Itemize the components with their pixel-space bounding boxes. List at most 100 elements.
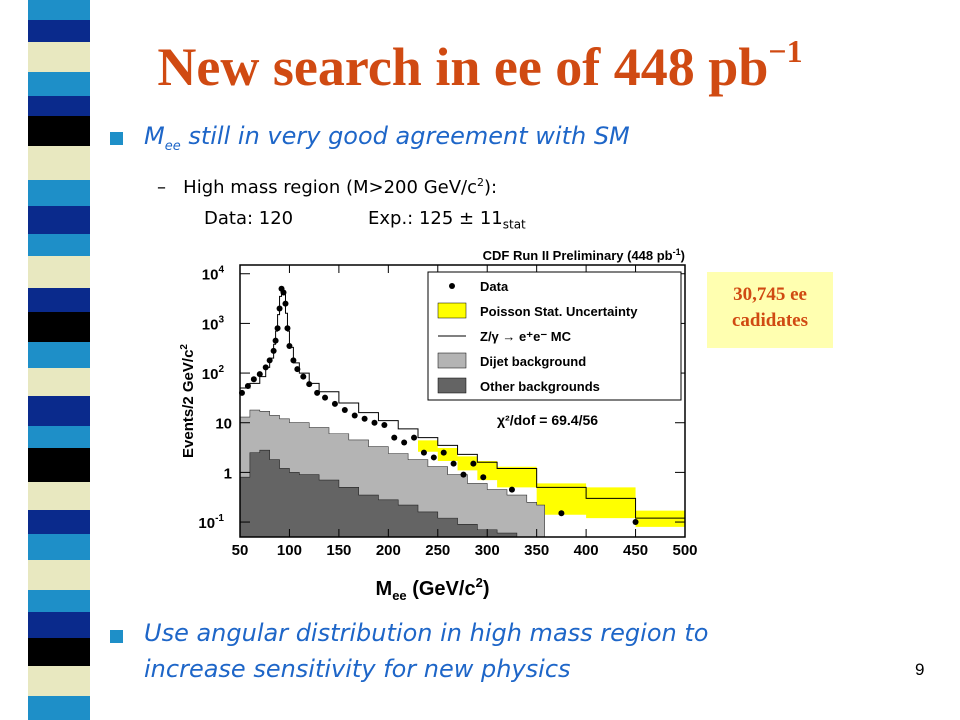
x-tick-label: 100 xyxy=(277,542,302,559)
legend-label: Z/γ → e⁺e⁻ MC xyxy=(480,329,572,344)
data-point xyxy=(294,366,301,373)
data-point xyxy=(351,412,358,419)
title-main: New search in ee of 448 pb xyxy=(157,37,769,97)
data-point xyxy=(341,407,348,414)
data-point xyxy=(470,460,477,467)
other-backgrounds-fill xyxy=(239,449,525,538)
stripe-segment xyxy=(28,534,90,560)
stripe-segment xyxy=(28,448,90,482)
legend-swatch-poisson xyxy=(437,302,467,319)
x-tick-label: 500 xyxy=(672,542,697,559)
data-point xyxy=(270,347,277,354)
legend-box xyxy=(427,271,682,401)
stripe-segment xyxy=(28,612,90,638)
sub-bullet-text-pre: High mass region (M xyxy=(183,177,369,198)
data-point xyxy=(401,439,408,446)
x-tick-label: 300 xyxy=(475,542,500,559)
data-point xyxy=(632,519,639,526)
x-tick-label: 250 xyxy=(425,542,450,559)
page-number: 9 xyxy=(915,660,925,679)
stripe-segment xyxy=(28,396,90,426)
data-point xyxy=(284,325,291,332)
stripe-segment xyxy=(28,342,90,368)
expected-count: Exp.: 125 ± 11stat xyxy=(368,208,526,232)
bullet-1-text: Mee still in very good agreement with SM xyxy=(144,122,630,154)
sub-bullet-sup: 2 xyxy=(476,176,484,189)
x-tick-label: 450 xyxy=(623,542,648,559)
stripe-segment xyxy=(28,146,90,180)
stripe-segment xyxy=(28,72,90,96)
data-point xyxy=(290,357,297,364)
data-point xyxy=(306,381,313,388)
legend-swatch-other xyxy=(437,377,467,394)
x-tick-label: 200 xyxy=(376,542,401,559)
legend-label: Data xyxy=(480,279,509,294)
data-point xyxy=(244,382,251,389)
mass-spectrum-chart: 50 100 150 200 250 300 350 400 450 500 104 103 102 10… xyxy=(179,247,698,603)
stripe-segment xyxy=(28,180,90,206)
data-point xyxy=(411,434,418,441)
data-point xyxy=(430,454,437,461)
y-tick-label: 1 xyxy=(224,465,232,482)
stripe-segment xyxy=(28,206,90,234)
data-point xyxy=(266,357,273,364)
callout-line-1: 30,745 ee xyxy=(733,284,807,305)
sub-bullet-dash: – xyxy=(157,177,166,198)
data-point xyxy=(272,337,279,344)
y-tick-label: 103 xyxy=(202,314,225,333)
bullet-1-prefix: M xyxy=(144,122,165,150)
data-point xyxy=(282,300,289,307)
data-point xyxy=(450,460,457,467)
y-tick-label: 10-1 xyxy=(198,513,224,532)
stripe-segment xyxy=(28,288,90,312)
bullet-1-suffix: still in very good agreement with SM xyxy=(180,122,630,150)
data-point xyxy=(322,394,329,401)
plot-frame xyxy=(239,264,686,538)
stripe-segment xyxy=(28,696,90,720)
stripe-segment xyxy=(28,666,90,696)
bullet-marker-1 xyxy=(110,132,123,145)
bullet-marker-2 xyxy=(110,630,123,643)
stripe-segment xyxy=(28,96,90,116)
data-point xyxy=(480,474,487,481)
bullet-1-subscript: ee xyxy=(164,138,181,154)
legend-label: Other backgrounds xyxy=(480,379,600,394)
candidates-callout: 30,745 ee cadidates xyxy=(707,272,833,348)
stripe-segment xyxy=(28,0,90,20)
expected-count-value: Exp.: 125 ± 11 xyxy=(368,208,503,229)
legend-marker-data xyxy=(449,283,455,289)
data-point xyxy=(250,376,257,383)
data-point xyxy=(280,289,287,296)
data-count: Data: 120 xyxy=(204,208,294,229)
data-point xyxy=(331,400,338,407)
data-point xyxy=(314,389,321,396)
stripe-segment xyxy=(28,20,90,42)
stripe-segment xyxy=(28,426,90,448)
y-tick-label: 102 xyxy=(202,364,225,383)
sub-bullet-text-post: ): xyxy=(483,177,498,198)
stripe-segment xyxy=(28,638,90,666)
stripe-segment xyxy=(28,482,90,510)
data-point xyxy=(460,471,467,478)
x-tick-label: 350 xyxy=(524,542,549,559)
sub-bullet-gt: > xyxy=(368,177,384,198)
data-point xyxy=(391,434,398,441)
stripe-segment xyxy=(28,368,90,396)
data-point xyxy=(508,486,515,493)
data-point xyxy=(276,305,283,312)
data-point xyxy=(558,510,565,517)
bullet-2-line-2: increase sensitivity for new physics xyxy=(144,655,571,683)
stripe-segment xyxy=(28,234,90,256)
data-point xyxy=(256,371,263,378)
sub-bullet-text-mid: 200 GeV/c xyxy=(383,177,477,198)
chart-title: CDF Run II Preliminary (448 pb-1) xyxy=(483,247,685,263)
decorative-stripe xyxy=(28,0,90,720)
expected-count-sub: stat xyxy=(502,217,526,232)
title-superscript: −1 xyxy=(768,33,803,69)
stripe-segment xyxy=(28,256,90,288)
x-tick-label: 400 xyxy=(574,542,599,559)
x-axis-label: Mee (GeV/c2) xyxy=(376,575,490,603)
data-point xyxy=(274,325,281,332)
stripe-segment xyxy=(28,312,90,342)
legend-swatch-dijet xyxy=(437,352,467,369)
